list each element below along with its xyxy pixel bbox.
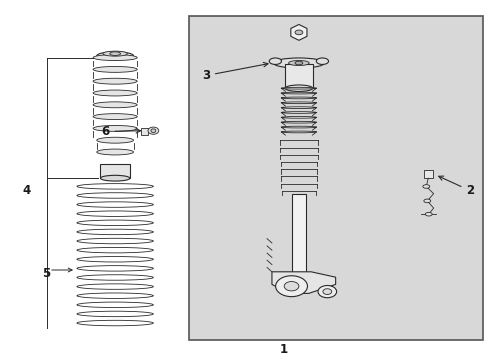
Ellipse shape — [289, 60, 309, 66]
Ellipse shape — [97, 137, 133, 143]
Ellipse shape — [281, 112, 317, 113]
Ellipse shape — [93, 114, 137, 120]
Ellipse shape — [284, 282, 299, 291]
Ellipse shape — [295, 30, 303, 35]
Ellipse shape — [323, 289, 332, 294]
Ellipse shape — [281, 121, 317, 123]
Text: 3: 3 — [202, 62, 268, 82]
Ellipse shape — [281, 87, 317, 89]
Ellipse shape — [93, 55, 137, 60]
Ellipse shape — [424, 199, 431, 203]
Polygon shape — [272, 272, 336, 293]
Ellipse shape — [269, 58, 281, 64]
Ellipse shape — [151, 129, 156, 132]
Ellipse shape — [148, 127, 159, 134]
Ellipse shape — [110, 52, 121, 55]
Ellipse shape — [281, 131, 317, 133]
Ellipse shape — [273, 58, 325, 68]
Ellipse shape — [281, 92, 317, 94]
Text: 1: 1 — [280, 343, 288, 356]
Ellipse shape — [93, 67, 137, 72]
Bar — [100, 164, 130, 178]
Ellipse shape — [281, 107, 317, 108]
Bar — [292, 194, 306, 272]
Ellipse shape — [103, 51, 127, 56]
Text: 4: 4 — [23, 184, 31, 197]
Ellipse shape — [275, 276, 308, 297]
Ellipse shape — [93, 78, 137, 84]
Ellipse shape — [295, 61, 303, 65]
Ellipse shape — [281, 102, 317, 104]
Bar — [424, 170, 433, 178]
Bar — [189, 16, 483, 340]
Ellipse shape — [93, 125, 137, 131]
Ellipse shape — [317, 58, 329, 64]
Ellipse shape — [97, 52, 133, 60]
Ellipse shape — [281, 126, 317, 128]
Ellipse shape — [281, 97, 317, 99]
Text: 2: 2 — [439, 176, 474, 197]
Ellipse shape — [425, 212, 432, 216]
Bar — [285, 64, 313, 88]
Ellipse shape — [93, 90, 137, 96]
Ellipse shape — [93, 102, 137, 108]
Text: 6: 6 — [101, 125, 141, 138]
Ellipse shape — [100, 175, 130, 181]
Ellipse shape — [97, 149, 133, 155]
Bar — [141, 128, 148, 135]
Ellipse shape — [423, 185, 430, 188]
Text: 5: 5 — [43, 267, 50, 280]
Ellipse shape — [281, 117, 317, 118]
Polygon shape — [291, 24, 307, 40]
Ellipse shape — [318, 285, 337, 298]
Ellipse shape — [285, 85, 313, 91]
